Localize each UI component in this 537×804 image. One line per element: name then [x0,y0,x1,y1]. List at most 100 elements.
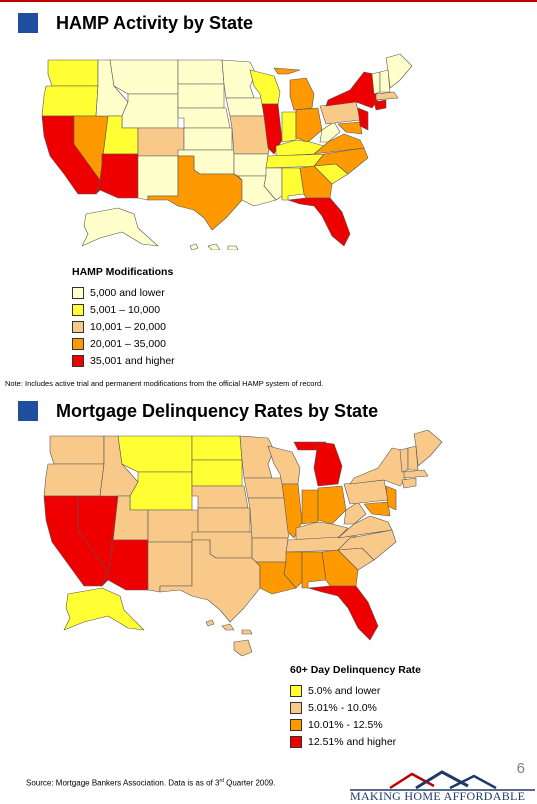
state-AK [81,207,159,247]
state2-NY [349,447,407,487]
state-NM [137,155,179,201]
state-MA [375,91,399,101]
state-NE [177,107,231,129]
state-TX [147,155,243,231]
state-HI-2 [207,243,221,251]
hamp-legend-item: 35,001 and higher [72,352,175,369]
state-OR [41,85,99,117]
state2-HI-1 [205,619,215,627]
section2-title: Mortgage Delinquency Rates by State [56,400,379,421]
state2-FL [307,585,379,641]
state-WY [121,93,179,129]
brand-text: MAKING HOME AFFORDABLE [350,789,526,803]
delinquency-map-svg [43,429,443,657]
delinquency-legend-item: 12.51% and higher [290,733,421,750]
hamp-map [38,50,498,273]
state-KS [183,127,233,151]
state2-VA [337,515,393,539]
source-end: Quarter 2009. [223,778,276,788]
delinquency-legend-label: 12.51% and higher [308,735,397,748]
state-CT [373,99,387,111]
making-home-affordable-logo: MAKING HOME AFFORDABLE [350,770,535,803]
roofline-icon [350,770,535,791]
state-IL [261,103,283,155]
state-NH [379,69,391,93]
source-main: Source: Mortgage Bankers Association. Da… [26,778,220,788]
delinquency-legend-label: 5.01% - 10.0% [308,701,377,714]
hamp-legend-swatch [72,337,84,350]
delinquency-legend-title: 60+ Day Delinquency Rate [290,664,422,676]
state2-ND [191,435,243,461]
state2-MI-lower [313,441,343,487]
hamp-legend: HAMP Modifications 5,000 and lower 5,001 … [72,266,175,369]
hamp-legend-item: 5,001 – 10,000 [72,301,175,318]
state2-HI-3 [241,629,253,635]
delinquency-legend-swatch [290,718,302,731]
state2-NE [191,485,249,509]
delinquency-legend-label: 5.0% and lower [308,684,381,697]
state-ND [177,59,225,85]
state2-WA [49,435,105,465]
state2-CO [147,509,199,543]
state2-KS [197,507,251,533]
state-OH [295,107,323,143]
delinquency-legend: 60+ Day Delinquency Rate 5.0% and lower 5… [290,664,421,750]
state-WA [47,59,99,87]
state2-OR [43,463,105,497]
state2-CT [401,477,417,489]
state-MN [221,59,257,99]
state-ME [385,53,413,89]
state2-IL [281,483,303,539]
section1-title: HAMP Activity by State [56,12,254,33]
state2-WY [129,471,193,511]
state2-IA [243,477,285,499]
section1-blue-square-icon [18,13,38,33]
state2-NM [147,541,193,593]
section2-blue-square-icon [18,401,38,421]
page-number: 6 [516,760,525,777]
hamp-legend-item: 5,000 and lower [72,284,175,301]
state2-AR [251,537,289,563]
state-AR [233,153,269,177]
state-MT [109,59,179,95]
hamp-legend-item: 20,001 – 35,000 [72,335,175,352]
state-SD [177,83,225,109]
state2-NJ [385,485,397,511]
hamp-legend-swatch [72,320,84,333]
delinquency-legend-label: 10.01% - 12.5% [308,718,383,731]
state-NY [325,71,379,109]
state-HI-1 [189,243,199,251]
hamp-legend-label: 35,001 and higher [90,354,175,367]
hamp-legend-label: 5,000 and lower [90,286,165,299]
state2-IN [301,489,319,525]
state2-SD [191,459,243,487]
hamp-legend-label: 5,001 – 10,000 [90,303,161,316]
state2-HI-4 [233,639,253,657]
state-MI-lower [289,77,315,111]
hamp-legend-swatch [72,286,84,299]
state-HI-3 [227,245,239,251]
state-NJ [357,107,369,131]
delinquency-legend-item: 5.01% - 10.0% [290,699,421,716]
state2-NH [407,445,419,471]
top-accent-rule [0,0,537,2]
state2-MT [117,435,193,473]
hamp-legend-title: HAMP Modifications [72,266,174,278]
state2-OH [317,485,347,525]
state-VA [313,133,365,155]
delinquency-legend-swatch [290,701,302,714]
state2-MN [239,435,275,479]
hamp-legend-swatch [72,303,84,316]
hamp-legend-swatch [72,354,84,367]
state2-ME [413,429,443,467]
delinquency-legend-item: 5.0% and lower [290,682,421,699]
state-MI [273,67,301,75]
state-MD [337,121,363,135]
delinquency-legend-item: 10.01% - 12.5% [290,716,421,733]
section2-header: Mortgage Delinquency Rates by State [18,396,378,426]
state-CO [137,127,185,157]
state-FL [287,197,351,247]
state2-AL [301,551,327,589]
state2-AK [63,587,145,631]
state2-TX [159,539,261,623]
